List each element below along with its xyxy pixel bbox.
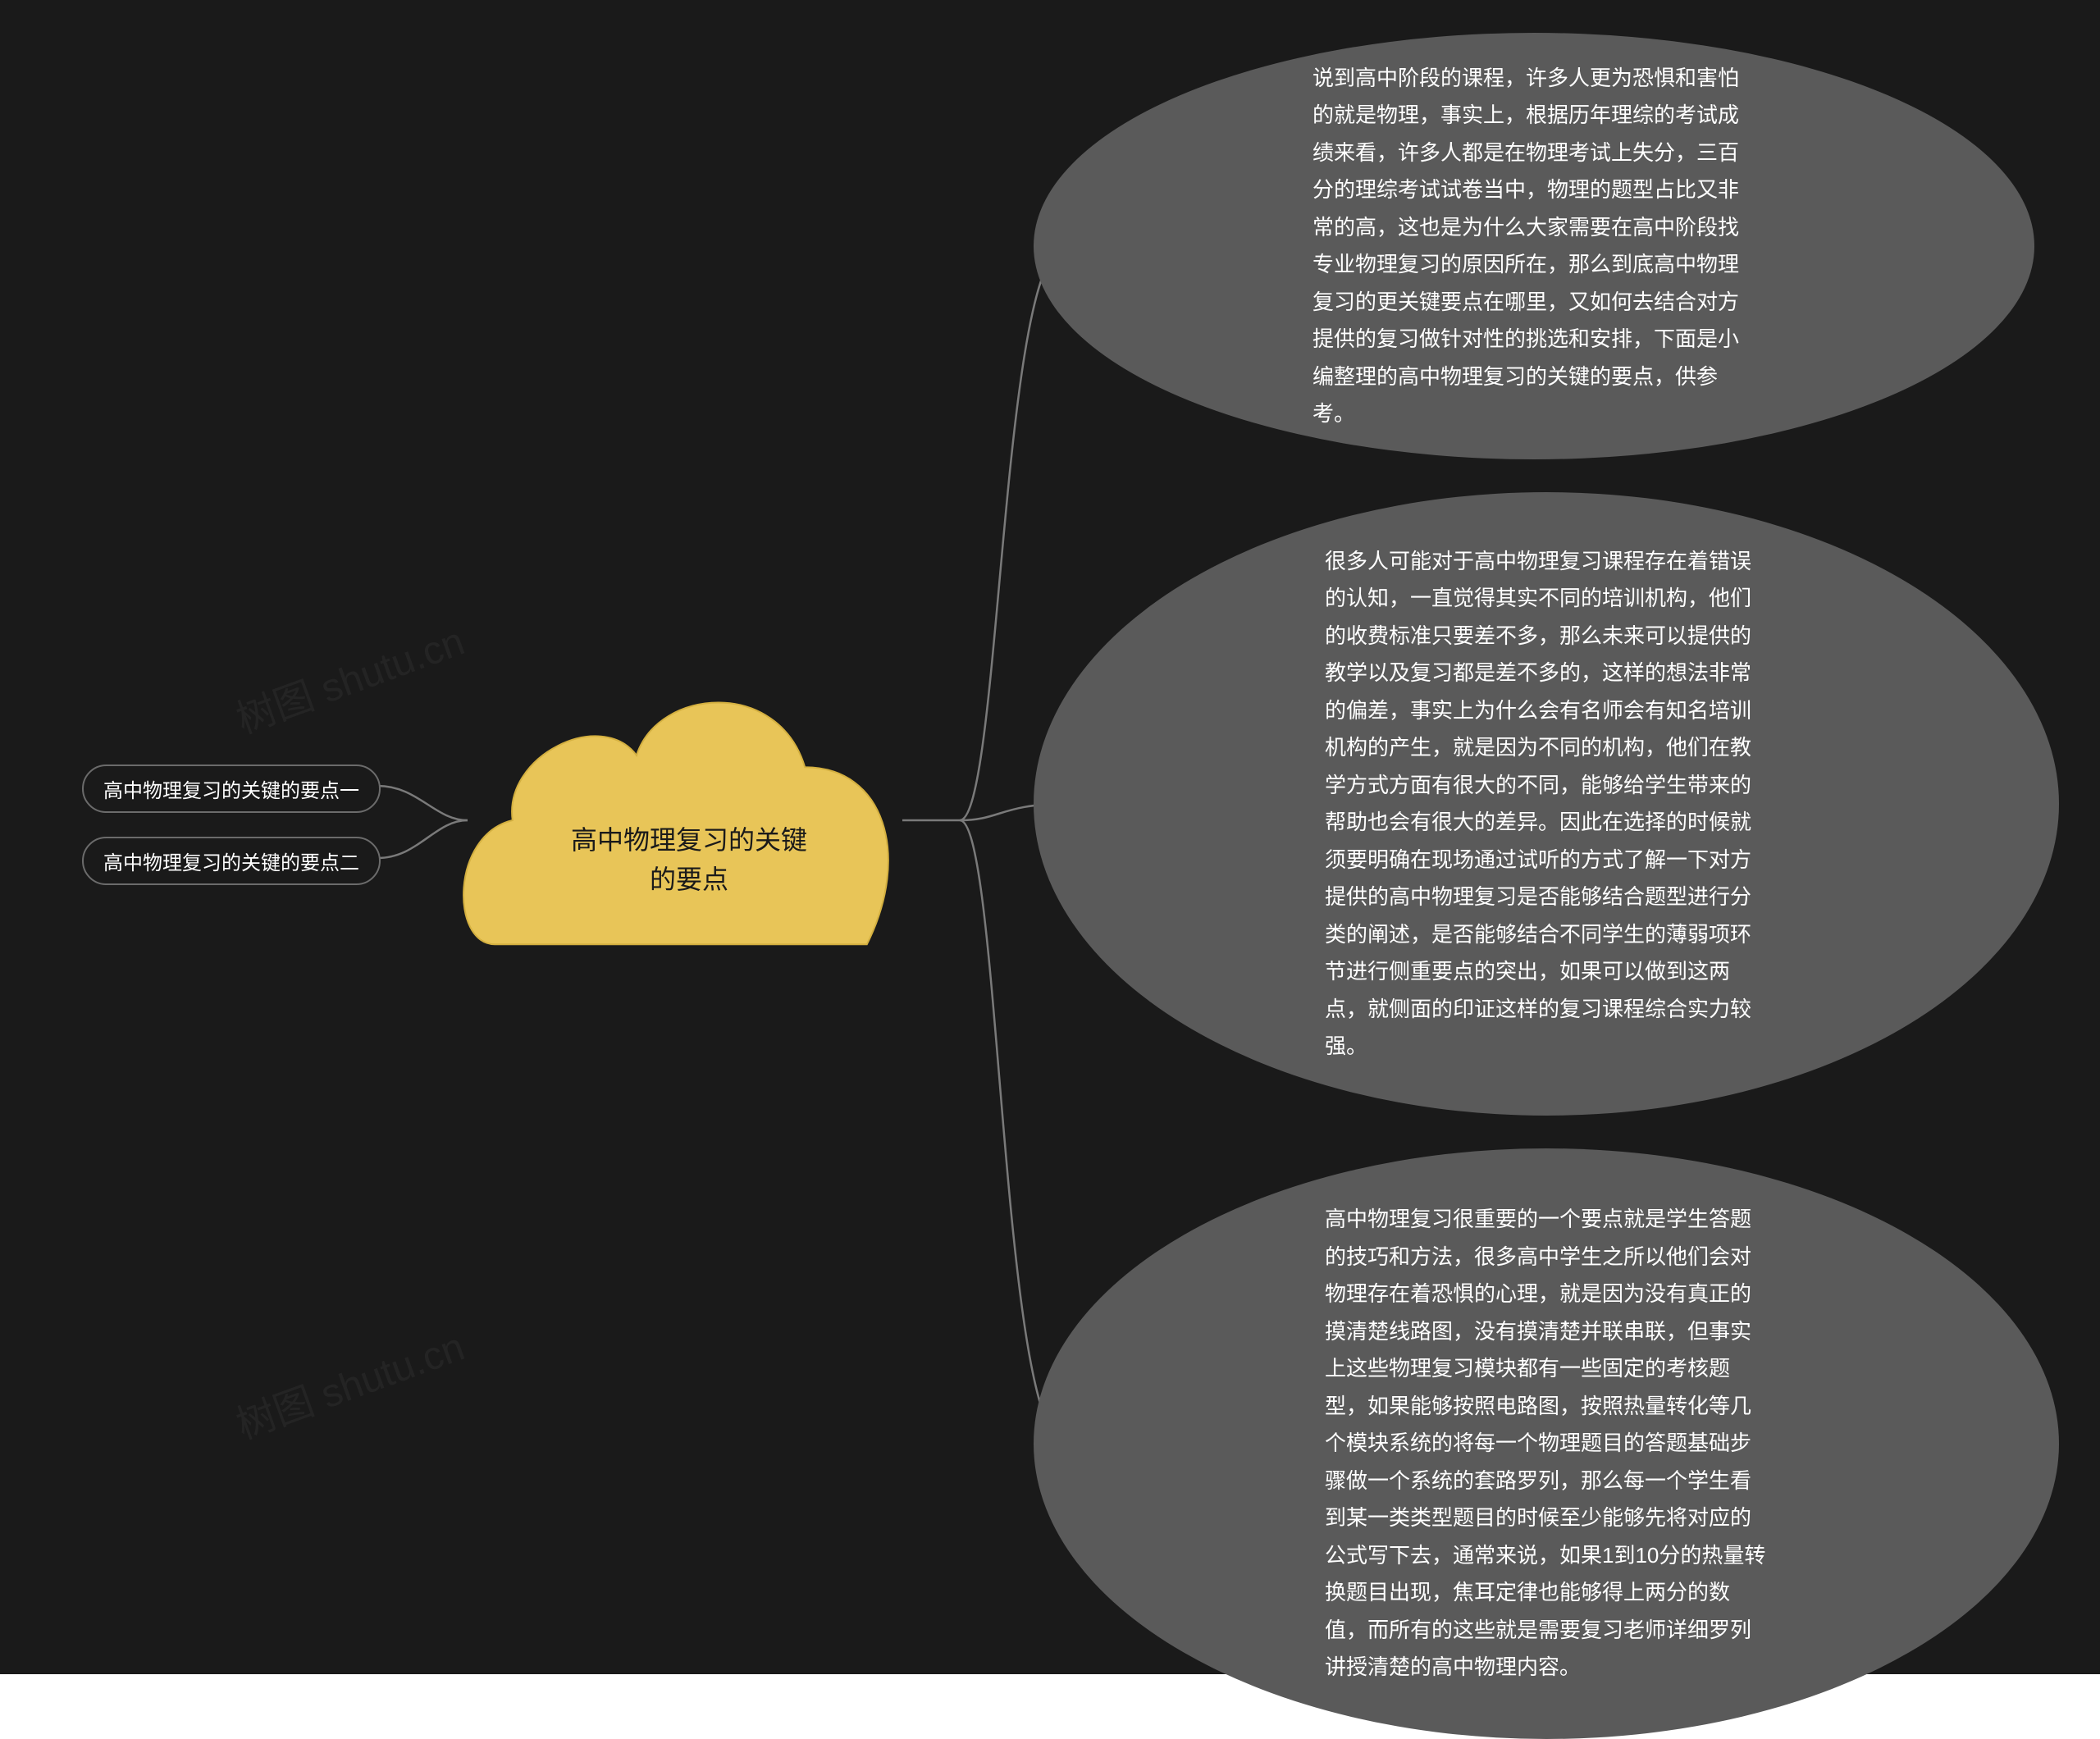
right-child-node[interactable]: 说到高中阶段的课程，许多人更为恐惧和害怕的就是物理，事实上，根据历年理综的考试成… bbox=[1034, 33, 2034, 459]
central-node-label: 高中物理复习的关键的要点 bbox=[566, 820, 812, 899]
right-child-node[interactable]: 很多人可能对于高中物理复习课程存在着错误的认知，一直觉得其实不同的培训机构，他们… bbox=[1034, 492, 2059, 1116]
left-child-node[interactable]: 高中物理复习的关键的要点一 bbox=[82, 765, 381, 813]
left-child-node-label: 高中物理复习的关键的要点二 bbox=[103, 852, 359, 874]
left-child-node-label: 高中物理复习的关键的要点一 bbox=[103, 780, 359, 802]
central-node[interactable]: 高中物理复习的关键的要点 bbox=[459, 673, 902, 968]
right-child-node-text: 很多人可能对于高中物理复习课程存在着错误的认知，一直觉得其实不同的培训机构，他们… bbox=[1325, 543, 1768, 1066]
right-child-node[interactable]: 高中物理复习很重要的一个要点就是学生答题的技巧和方法，很多高中学生之所以他们会对… bbox=[1034, 1148, 2059, 1739]
watermark: 树图 shutu.cn bbox=[227, 609, 471, 744]
left-child-node[interactable]: 高中物理复习的关键的要点二 bbox=[82, 837, 381, 885]
right-child-node-text: 高中物理复习很重要的一个要点就是学生答题的技巧和方法，很多高中学生之所以他们会对… bbox=[1325, 1201, 1768, 1687]
right-child-node-text: 说到高中阶段的课程，许多人更为恐惧和害怕的就是物理，事实上，根据历年理综的考试成… bbox=[1312, 60, 1755, 433]
mindmap-canvas: 树图 shutu.cn树图 shutu.cn树图 shutu.cn树图 shut… bbox=[0, 0, 2100, 1674]
watermark: 树图 shutu.cn bbox=[227, 1314, 471, 1449]
